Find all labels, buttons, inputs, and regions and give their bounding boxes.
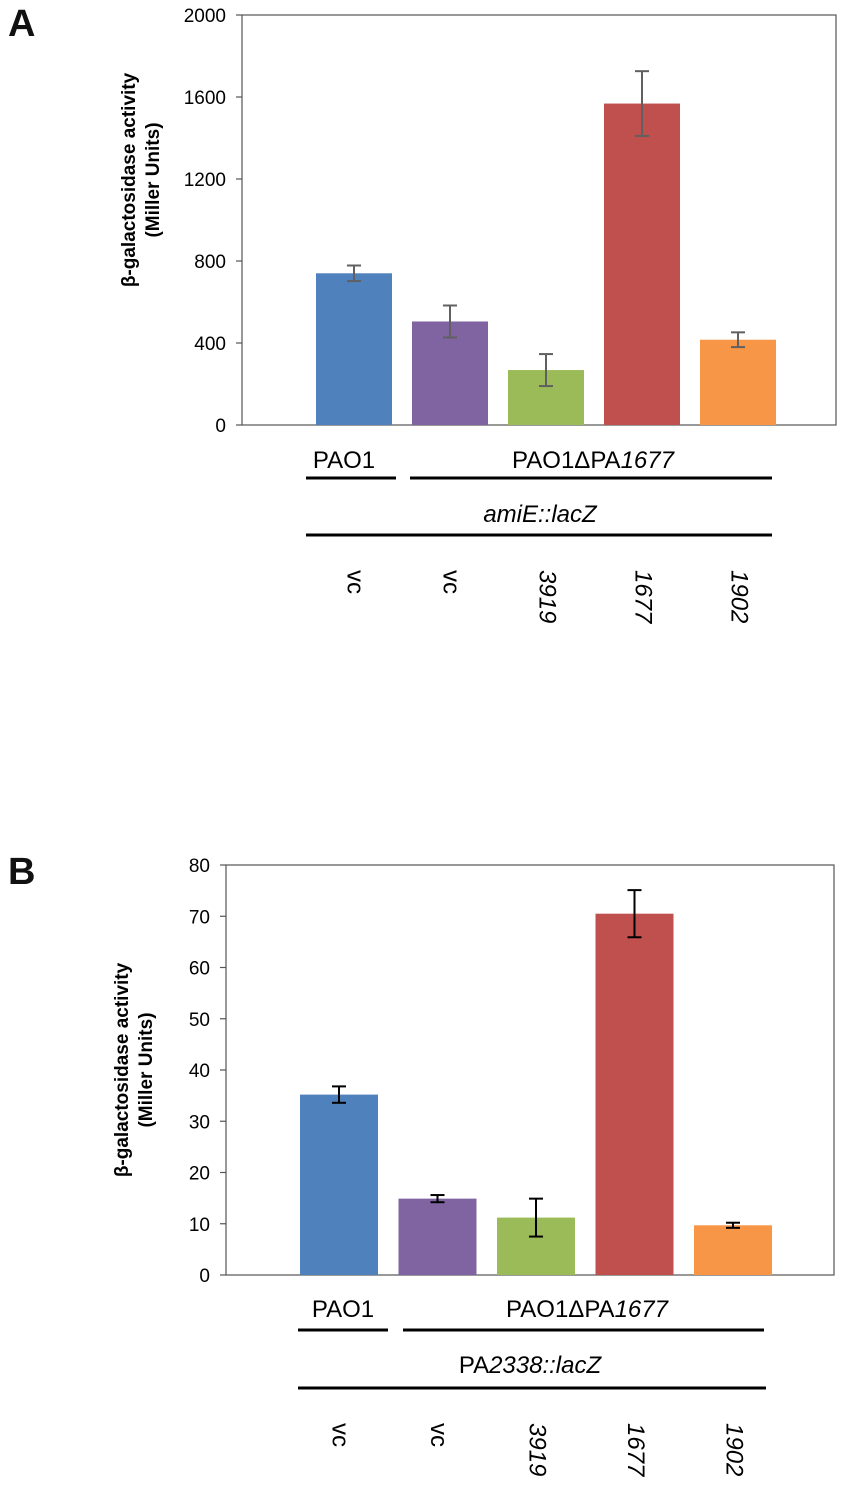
condition-label-1: vc: [438, 570, 465, 594]
y-axis-label-line-2: (Miller Units): [143, 122, 164, 237]
y-tick-label: 80: [189, 856, 210, 877]
panel-letter-b: B: [8, 851, 35, 893]
y-axis-label: β-galactosidase activity (Miller Units): [112, 962, 157, 1177]
condition-label-1: vc: [425, 1423, 452, 1447]
error-bar-2: [529, 1197, 543, 1238]
reporter-label: amiE::lacZ: [483, 501, 598, 528]
condition-labels: vc vc 3919 1677 1902: [342, 570, 753, 625]
panel-b: B β-galactosidase activity (Miller Units…: [8, 851, 835, 1478]
error-bar-4: [731, 331, 745, 349]
error-bar-1: [443, 304, 457, 339]
y-axis-label-line-1: β-galactosidase activity: [119, 72, 140, 287]
condition-labels: vc vc 3919 1677 1902: [327, 1423, 748, 1478]
y-tick-label: 10: [189, 1215, 210, 1236]
group-label-pao1: PAO1: [313, 447, 375, 474]
bar-4: [694, 1225, 772, 1275]
bar-1: [398, 1198, 477, 1275]
y-tick-label: 1200: [184, 170, 226, 191]
y-axis-label-line-2: (Miller Units): [136, 1012, 157, 1127]
bars: [300, 889, 772, 1275]
condition-label-0: vc: [327, 1423, 354, 1447]
y-axis-label: β-galactosidase activity (Miller Units): [119, 72, 164, 287]
y-tick-label: 20: [189, 1164, 210, 1185]
error-bar-3: [627, 889, 642, 939]
error-bar-1: [430, 1194, 445, 1204]
y-tick-label: 50: [189, 1010, 210, 1031]
y-tick-label: 70: [189, 907, 210, 928]
error-bar-0: [332, 1085, 346, 1104]
error-bar-2: [539, 353, 553, 388]
reporter-label: PA2338::lacZ: [459, 1352, 603, 1379]
y-tick-label: 40: [189, 1061, 210, 1082]
group-label-mutant-italic: 1677: [621, 447, 676, 474]
group-label-mutant: PAO1ΔPA1677: [506, 1296, 670, 1323]
y-tick-label: 1600: [184, 88, 226, 109]
y-tick-label: 0: [215, 416, 226, 437]
group-label-mutant-prefix: PAO1ΔPA: [512, 447, 621, 474]
y-ticks: 0 400 800 1200 1600 2000: [184, 6, 242, 437]
y-tick-label: 0: [199, 1266, 210, 1287]
condition-label-2: 3919: [534, 570, 561, 623]
condition-label-4: 1902: [721, 1423, 748, 1476]
reporter-label-italic: amiE::lacZ: [483, 501, 598, 528]
bar-3: [604, 103, 680, 425]
error-bar-4: [726, 1221, 740, 1229]
bars: [316, 70, 776, 425]
y-tick-label: 400: [194, 334, 226, 355]
bar-0: [300, 1094, 378, 1275]
group-label-pao1: PAO1: [312, 1296, 374, 1323]
error-bar-0: [347, 264, 361, 283]
y-ticks: 0 10 20 30 40 50 60 70 80: [189, 856, 226, 1287]
bar-3: [595, 913, 674, 1275]
y-tick-label: 30: [189, 1112, 210, 1133]
y-tick-label: 2000: [184, 6, 226, 27]
error-bar-3: [635, 70, 649, 137]
bar-4: [700, 339, 776, 425]
y-tick-label: 60: [189, 959, 210, 980]
condition-label-4: 1902: [726, 570, 753, 623]
panel-a: A β-galactosidase activity (Miller Units…: [8, 3, 837, 625]
group-label-mutant-italic: 1677: [615, 1296, 670, 1323]
reporter-label-prefix: PA: [459, 1352, 489, 1379]
condition-label-0: vc: [342, 570, 369, 594]
bar-1: [412, 321, 488, 425]
condition-label-2: 3919: [524, 1423, 551, 1476]
bar-0: [316, 273, 392, 425]
y-axis-label-line-1: β-galactosidase activity: [112, 962, 133, 1177]
panel-letter-a: A: [8, 3, 35, 45]
group-label-mutant: PAO1ΔPA1677: [512, 447, 676, 474]
condition-label-3: 1677: [630, 570, 657, 625]
y-tick-label: 800: [194, 252, 226, 273]
condition-label-3: 1677: [622, 1423, 649, 1478]
reporter-label-italic: 2338::lacZ: [488, 1352, 602, 1379]
group-label-mutant-prefix: PAO1ΔPA: [506, 1296, 615, 1323]
